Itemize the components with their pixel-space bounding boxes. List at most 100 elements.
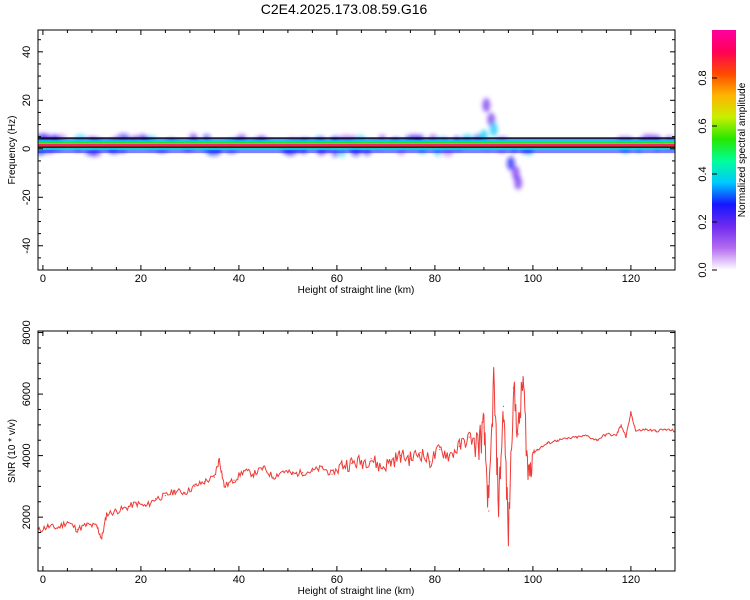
snr-data-point	[76, 528, 78, 531]
snr-frame	[37, 330, 676, 572]
snr-data-point	[409, 458, 411, 460]
snr-data-point	[253, 473, 255, 475]
spectrogram-panel: 0 20 40 60 80 100 120 -40 -20 0 20 40 Height of str…	[7, 29, 676, 296]
snr-data-point	[155, 498, 157, 500]
snr-data-point	[96, 525, 98, 527]
snr-data-point	[135, 502, 137, 504]
snr-data-point	[218, 458, 220, 460]
snr-data-point	[498, 504, 500, 506]
colorbar: 0.0 0.2 0.4 0.6 0.8 Normalized spectral ampl…	[697, 30, 748, 278]
spectrogram-x-tick-label: 80	[429, 273, 441, 285]
snr-data-point	[522, 378, 524, 380]
colorbar-gradient	[712, 30, 736, 270]
snr-y-tick-label: 8000	[21, 320, 33, 344]
snr-series-line	[38, 367, 675, 547]
spectral-feature	[482, 98, 491, 113]
snr-data-point	[174, 490, 176, 492]
snr-data-point	[302, 471, 304, 474]
snr-ticks: 0 20 40 60 80 100 120 2000 4000 6000 8000	[21, 320, 675, 586]
spectrogram-content	[38, 98, 675, 190]
snr-y-tick-label: 2000	[21, 505, 33, 529]
snr-data-point	[115, 510, 117, 512]
colorbar-tick-label: 0.2	[697, 214, 709, 229]
spectrogram-x-axis-label: Height of straight line (km)	[298, 285, 415, 296]
spectrogram-y-tick-label: -20	[21, 189, 33, 205]
snr-data-point	[429, 461, 431, 463]
snr-data-point	[576, 436, 578, 438]
spectrogram-frame	[37, 29, 676, 271]
snr-data-point	[400, 455, 402, 457]
snr-data-point	[483, 427, 485, 429]
snr-data-point	[458, 445, 460, 447]
snr-data-point	[66, 521, 68, 523]
main-line-red-core	[38, 143, 675, 147]
snr-x-tick-label: 40	[233, 574, 245, 586]
spectral-feature	[514, 175, 523, 190]
snr-x-tick-label: 80	[429, 574, 441, 586]
snr-data-point	[468, 436, 470, 438]
snr-data-point	[243, 470, 245, 472]
snr-panel: 0 20 40 60 80 100 120 2000 4000 6000 8000 Height o…	[7, 320, 676, 597]
snr-data-point	[615, 435, 617, 437]
snr-x-tick-label: 120	[622, 574, 640, 586]
snr-data-point	[532, 451, 534, 454]
snr-data-point	[507, 535, 509, 537]
colorbar-ticks: 0.0 0.2 0.4 0.6 0.8	[697, 70, 717, 278]
snr-data-point	[630, 411, 632, 414]
snr-data-point	[194, 485, 196, 487]
colorbar-tick-label: 0.0	[697, 262, 709, 277]
spectrogram-x-tick-label: 60	[331, 273, 343, 285]
snr-data-point	[449, 455, 451, 457]
snr-data-point	[331, 473, 333, 475]
colorbar-tick-label: 0.4	[697, 166, 709, 181]
snr-data-point	[512, 387, 514, 389]
snr-data-point	[292, 473, 294, 475]
spectrogram-y-tick-label: 0	[21, 146, 33, 152]
snr-x-tick-label: 20	[135, 574, 147, 586]
snr-data-point	[341, 464, 343, 466]
snr-data-point	[566, 438, 568, 440]
snr-data-point	[164, 495, 166, 497]
snr-plot-area	[38, 331, 675, 571]
spectrogram-x-tick-label: 0	[40, 273, 46, 285]
figure-title: C2E4.2025.173.08.59.G16	[261, 1, 428, 17]
snr-data-point	[605, 433, 608, 435]
snr-x-axis-label: Height of straight line (km)	[298, 586, 415, 597]
snr-data-point	[596, 439, 598, 441]
snr-data-point	[321, 467, 323, 469]
snr-data-point	[645, 428, 647, 431]
snr-data-point	[101, 538, 103, 540]
snr-data-point	[419, 451, 421, 454]
snr-data-point	[57, 527, 59, 529]
snr-data-point	[370, 458, 372, 460]
snr-data-point	[635, 430, 637, 432]
spectrogram-y-tick-label: 40	[21, 46, 33, 58]
snr-data-point	[390, 461, 392, 463]
spectral-feature	[506, 156, 515, 171]
spectral-feature	[489, 122, 498, 137]
snr-data-point	[184, 491, 186, 494]
snr-data-point	[47, 525, 49, 527]
snr-data-point	[204, 481, 206, 483]
snr-data-point	[439, 448, 441, 451]
snr-data-point	[654, 430, 657, 432]
snr-x-tick-label: 100	[524, 574, 542, 586]
spectrogram-x-tick-label: 100	[524, 273, 542, 285]
snr-data-point	[517, 433, 519, 435]
snr-data-point	[493, 378, 495, 380]
colorbar-tick-label: 0.6	[697, 118, 709, 133]
snr-data-point	[527, 473, 529, 475]
spectrogram-x-tick-label: 120	[622, 273, 640, 285]
snr-data-point	[125, 507, 127, 509]
spectrogram-y-tick-label: -40	[21, 238, 33, 254]
snr-data-point	[262, 467, 264, 469]
snr-data-point	[106, 513, 108, 515]
snr-data-point	[380, 467, 382, 469]
snr-data-point	[213, 476, 215, 478]
snr-data-point	[360, 461, 362, 463]
colorbar-tick-label: 0.8	[697, 70, 709, 85]
snr-x-tick-label: 60	[331, 574, 343, 586]
snr-data-point	[311, 470, 313, 472]
snr-y-axis-label: SNR (10 * v/v)	[7, 419, 18, 483]
